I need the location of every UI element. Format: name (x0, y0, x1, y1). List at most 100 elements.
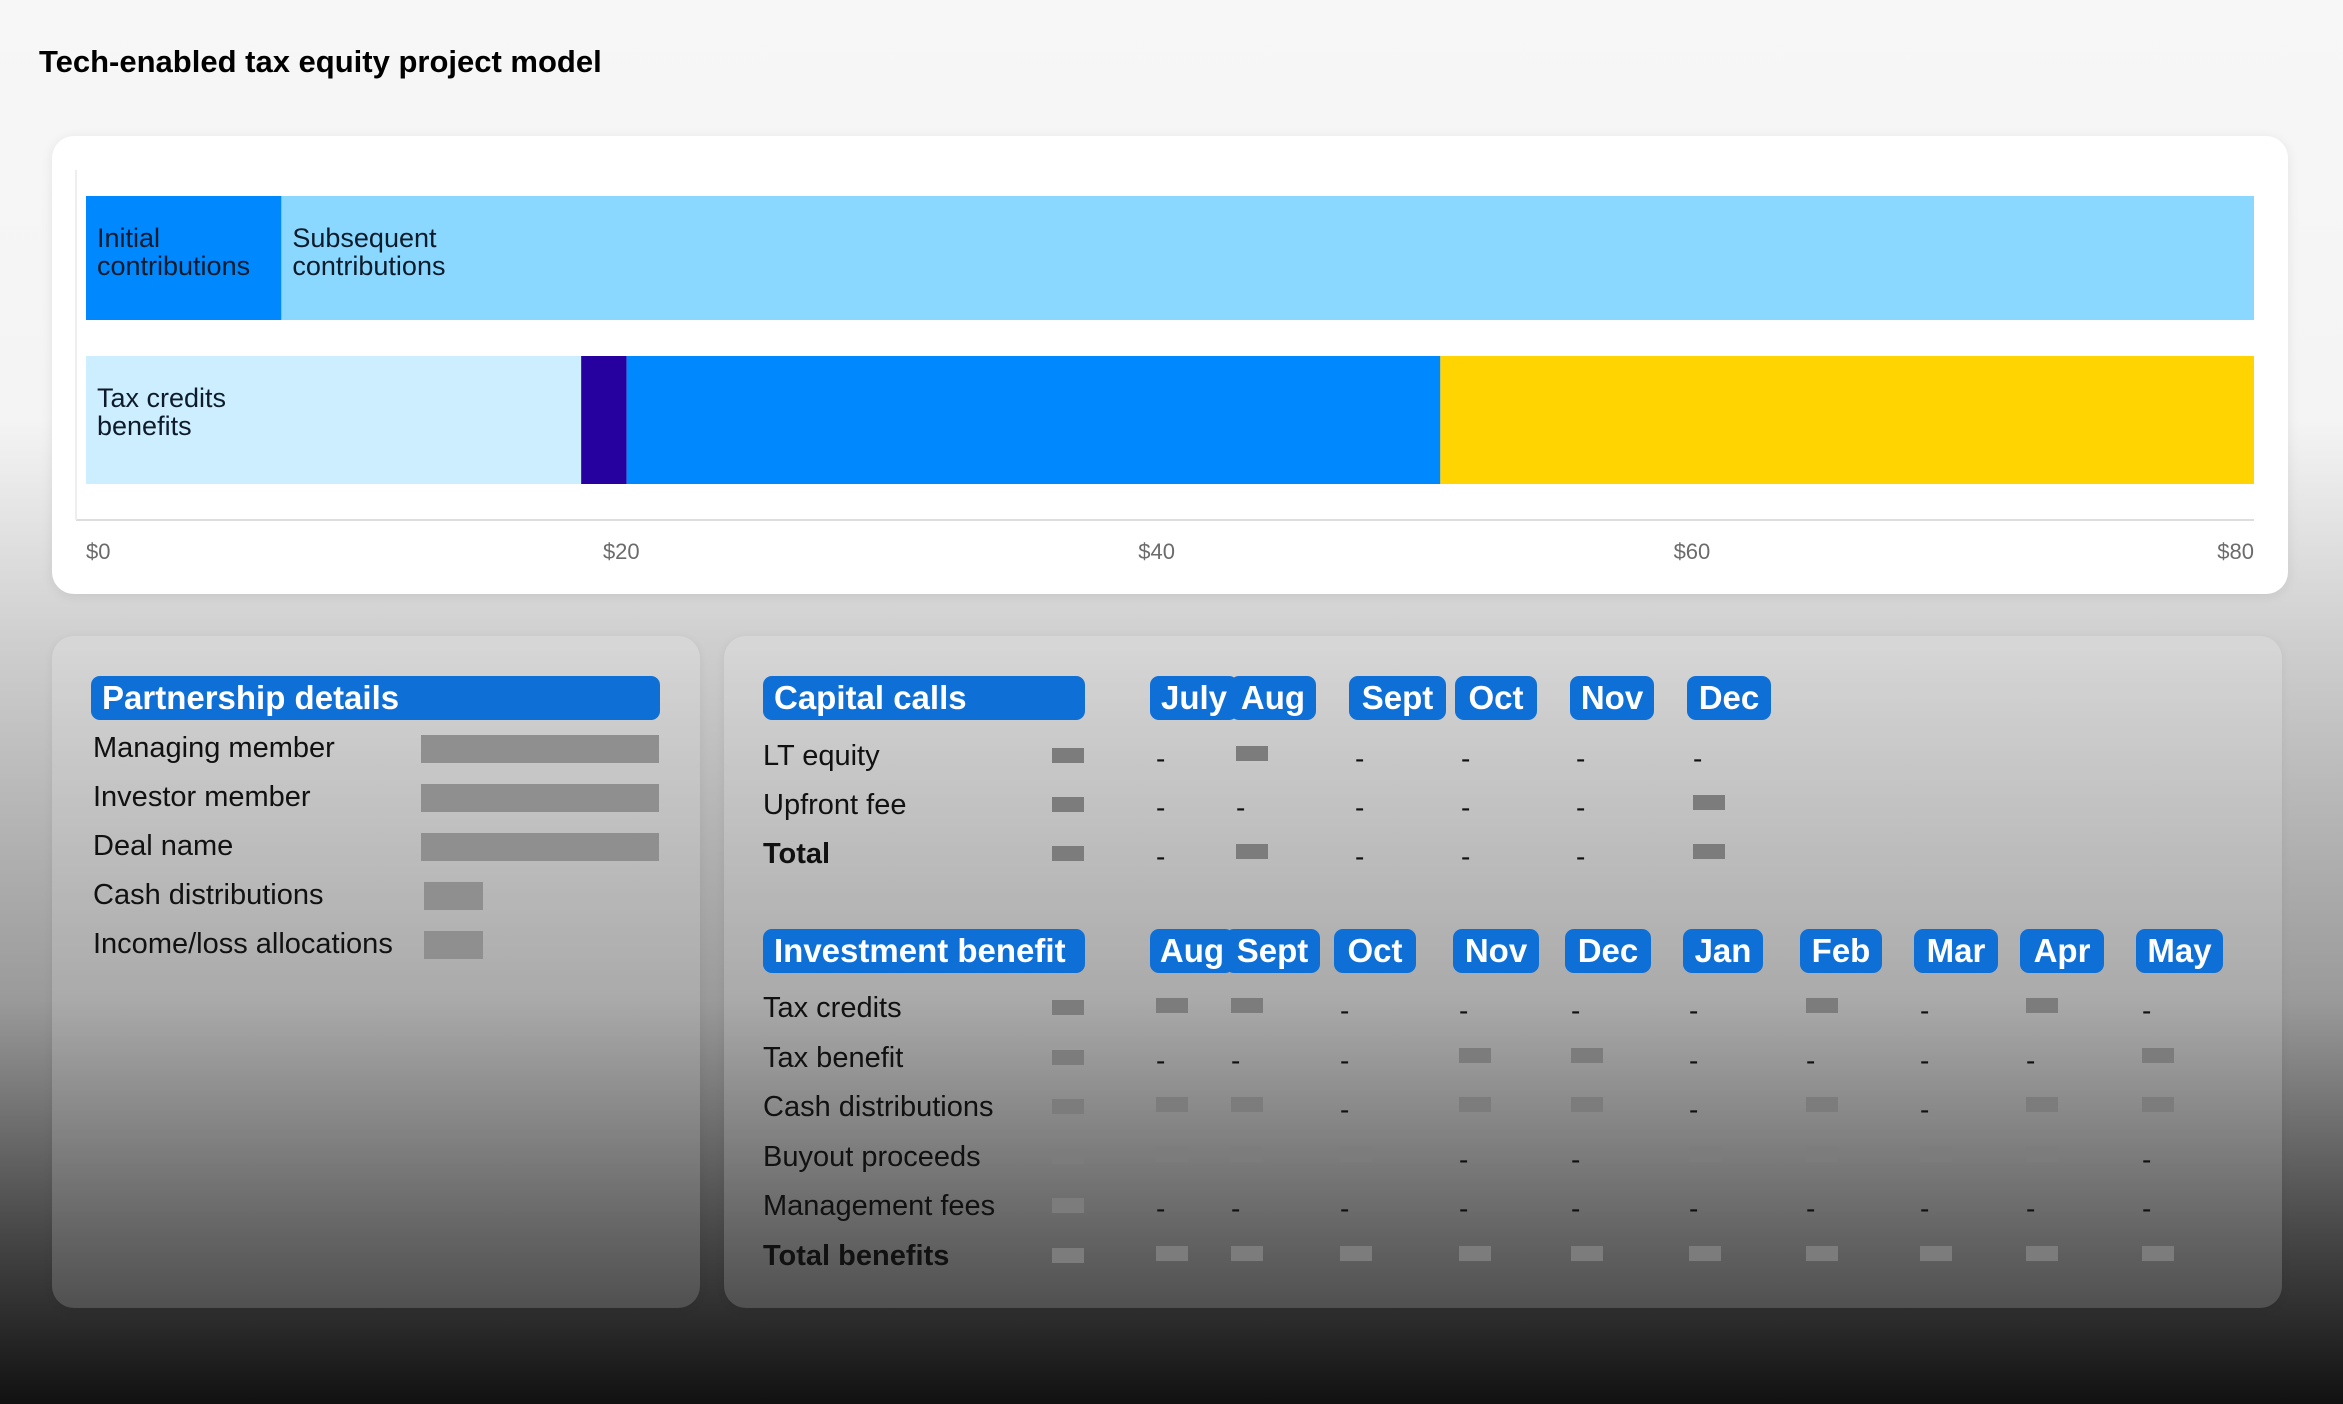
capital-calls-header: Capital calls (763, 676, 1085, 720)
investment-benefit-cell-value (1571, 1047, 1603, 1063)
investment-benefit-cell-value (1340, 1245, 1372, 1261)
capital-calls-month-oct: Oct (1455, 676, 1537, 720)
investment-benefit-cell-empty: - (2142, 1193, 2152, 1224)
investment-benefit-month-sept: Sept (1225, 929, 1320, 973)
capital-calls-cell-empty: - (1576, 841, 1586, 872)
investment-benefit-cell-value (2026, 1146, 2058, 1162)
investment-benefit-month-aug: Aug (1150, 929, 1234, 973)
investment-benefit-cell-empty: - (1571, 995, 1581, 1026)
capital-calls-row-label: LT equity (763, 740, 880, 772)
capital-calls-cell-empty: - (1461, 743, 1471, 774)
capital-calls-total-value (1052, 846, 1084, 861)
investment-benefit-cell-value (1459, 1245, 1491, 1261)
investment-benefit-cell-empty: - (1571, 1193, 1581, 1224)
bar-segment-1-1 (581, 356, 627, 484)
schedule-panel: Capital calls July Aug Sept Oct Nov Dec LT equi… (724, 636, 2282, 1308)
x-tick-label: $20 (603, 539, 640, 564)
capital-calls-month-sept: Sept (1349, 676, 1446, 720)
investment-benefit-cell-empty: - (1806, 1044, 1816, 1076)
investment-benefit-cell-empty: - (1459, 1143, 1469, 1175)
capital-calls-cell-value (1236, 746, 1268, 761)
investment-benefit-cell-value (1689, 1146, 1721, 1162)
investment-benefit-cell-value (1156, 1097, 1188, 1112)
bar-label-0-0: Initial contributions (97, 223, 250, 281)
capital-calls-cell-empty: - (1355, 743, 1365, 774)
capital-calls-cell-value (1693, 844, 1725, 859)
investment-benefit-total-value (1052, 1000, 1084, 1015)
partnership-value-field[interactable] (424, 882, 483, 910)
capital-calls-cell-empty: - (1461, 792, 1471, 823)
investment-benefit-month-feb: Feb (1800, 929, 1882, 973)
capital-calls-row-label: Upfront fee (763, 789, 907, 821)
investment-benefit-cell-empty: - (2026, 1193, 2036, 1224)
investment-benefit-cell-value (1920, 1146, 1952, 1162)
x-tick-label: $0 (86, 539, 110, 564)
partnership-row-label: Income/loss allocations (93, 928, 393, 960)
investment-benefit-total-value (1052, 1247, 1084, 1263)
capital-calls-month-aug: Aug (1230, 676, 1316, 720)
investment-benefit-cell-value (2142, 1097, 2174, 1112)
capital-calls-cell-empty: - (1355, 841, 1365, 872)
capital-calls-cell-empty: - (1156, 792, 1166, 823)
bar-label-1-0: Tax credits benefits (97, 383, 226, 441)
investment-benefit-cell-empty: - (1689, 1044, 1699, 1076)
investment-benefit-cell-value (1806, 1245, 1838, 1261)
x-tick-label: $40 (1138, 539, 1175, 564)
investment-benefit-cell-value (1806, 1097, 1838, 1112)
investment-benefit-row-label: Total benefits (763, 1239, 950, 1272)
investment-benefit-row-label: Tax benefit (763, 1041, 904, 1074)
investment-benefit-cell-empty: - (1340, 1094, 1350, 1125)
investment-benefit-cell-empty: - (1231, 1044, 1241, 1076)
investment-benefit-row-label: Buyout proceeds (763, 1140, 981, 1173)
partnership-details-panel: Partnership details Managing member Invest… (52, 636, 700, 1308)
partnership-value-field[interactable] (424, 931, 483, 959)
capital-calls-cell-empty: - (1693, 743, 1703, 774)
capital-calls-cell-empty: - (1461, 841, 1471, 872)
partnership-row-label: Investor member (93, 781, 311, 813)
investment-benefit-month-may: May (2136, 929, 2223, 973)
bar-segment-1-0 (86, 356, 582, 484)
capital-calls-month-dec: Dec (1687, 676, 1771, 720)
partnership-value-field[interactable] (421, 735, 659, 763)
capital-calls-row-label: Total (763, 838, 831, 870)
capital-calls-total-value (1052, 797, 1084, 812)
investment-benefit-cell-empty: - (2142, 1143, 2152, 1175)
investment-benefit-cell-value (2026, 1097, 2058, 1112)
x-tick-label: $60 (1674, 539, 1711, 564)
investment-benefit-cell-empty: - (1920, 1044, 1930, 1076)
bar-segment-1-3 (1440, 356, 2254, 484)
investment-benefit-cell-empty: - (1806, 1193, 1816, 1224)
investment-benefit-cell-value (1459, 1047, 1491, 1063)
investment-benefit-month-oct: Oct (1334, 929, 1416, 973)
bar-segment-1-2 (626, 356, 1441, 484)
investment-benefit-month-jan: Jan (1683, 929, 1763, 973)
investment-benefit-cell-empty: - (1571, 1143, 1581, 1175)
partnership-value-field[interactable] (421, 833, 659, 861)
investment-benefit-month-nov: Nov (1453, 929, 1539, 973)
partnership-value-field[interactable] (421, 784, 659, 812)
investment-benefit-cell-empty: - (1920, 1094, 1930, 1125)
capital-calls-cell-empty: - (1156, 841, 1166, 872)
investment-benefit-month-mar: Mar (1914, 929, 1998, 973)
investment-benefit-cell-value (1459, 1097, 1491, 1112)
capital-calls-cell-empty: - (1156, 743, 1166, 774)
partnership-row-label: Managing member (93, 732, 335, 764)
investment-benefit-total-value (1052, 1148, 1084, 1164)
investment-benefit-cell-value (1571, 1245, 1603, 1261)
investment-benefit-cell-empty: - (1920, 1193, 1930, 1224)
investment-benefit-cell-value (1689, 1245, 1721, 1261)
investment-benefit-header: Investment benefit (763, 929, 1085, 973)
investment-benefit-cell-value (1231, 1245, 1263, 1261)
investment-benefit-cell-value (1156, 998, 1188, 1013)
investment-benefit-cell-empty: - (2026, 1044, 2036, 1076)
capital-calls-total-value (1052, 748, 1084, 763)
investment-benefit-month-apr: Apr (2020, 929, 2104, 973)
investment-benefit-cell-empty: - (1689, 1094, 1699, 1125)
bar-segment-0-1 (281, 196, 2254, 320)
investment-benefit-row-label: Cash distributions (763, 1091, 994, 1123)
capital-calls-cell-empty: - (1236, 792, 1246, 823)
capital-calls-cell-value (1236, 844, 1268, 859)
partnership-details-header: Partnership details (91, 676, 660, 720)
investment-benefit-cell-value (1806, 1146, 1838, 1162)
investment-benefit-cell-value (1231, 998, 1263, 1013)
